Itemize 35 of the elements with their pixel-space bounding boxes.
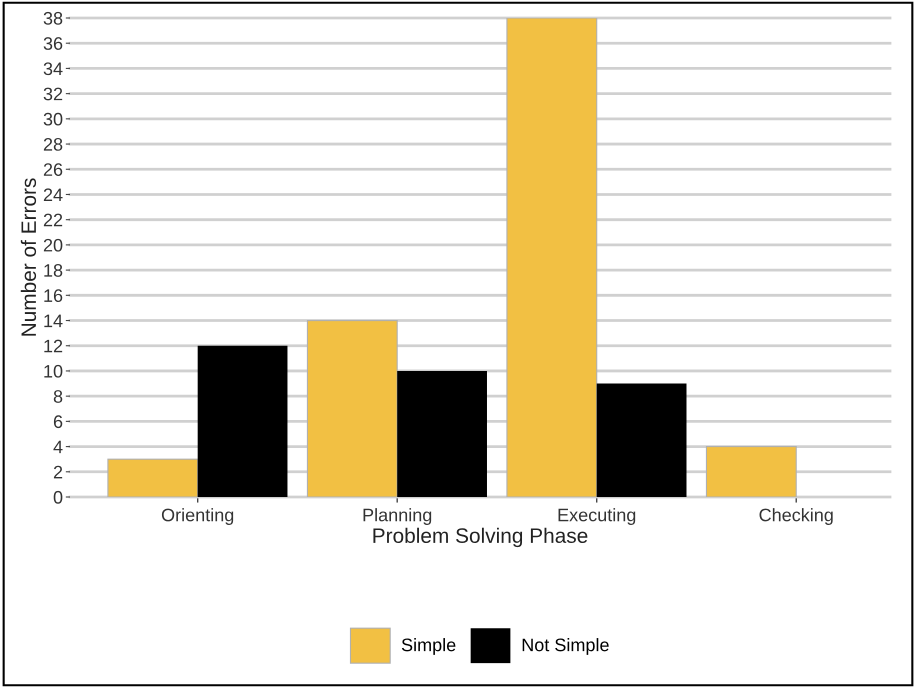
bar <box>596 384 686 497</box>
y-tick-label: 28 <box>44 138 62 151</box>
bar <box>107 458 198 497</box>
legend-label: Simple <box>402 638 456 655</box>
y-tick-label: 38 <box>44 12 62 25</box>
y-tick-label: 16 <box>44 289 62 302</box>
y-tick-label: 22 <box>44 214 62 226</box>
x-tick-label: Orienting <box>162 508 234 525</box>
y-tick-label: 8 <box>54 390 62 403</box>
x-tick-label: Planning <box>364 508 432 525</box>
y-tick-label: 0 <box>54 490 62 504</box>
y-tick-label: 4 <box>53 440 63 454</box>
y-axis-title: Number of Errors <box>20 178 36 336</box>
y-tick-label: 30 <box>44 112 62 126</box>
y-tick-label: 12 <box>44 340 62 352</box>
x-tick-label: Executing <box>558 508 636 525</box>
y-tick-label: 10 <box>44 364 62 378</box>
y-tick-label: 24 <box>44 188 63 202</box>
bar <box>706 446 797 497</box>
y-tick-label: 34 <box>44 62 63 76</box>
y-tick-label: 36 <box>44 37 62 50</box>
y-tick-label: 32 <box>44 88 62 100</box>
y-tick-label: 2 <box>54 466 62 478</box>
y-tick-label: 14 <box>44 314 63 328</box>
legend-label: Not Simple <box>522 638 609 655</box>
y-tick-label: 6 <box>54 415 62 428</box>
bar <box>397 370 487 497</box>
y-tick-label: 26 <box>44 163 62 176</box>
x-axis-title: Problem Solving Phase <box>373 528 588 548</box>
bar <box>506 18 598 497</box>
bar <box>306 320 398 497</box>
y-tick-label: 20 <box>44 238 62 252</box>
y-tick-label: 18 <box>44 264 62 277</box>
bar <box>198 346 288 497</box>
x-tick-label: Checking <box>760 508 833 525</box>
